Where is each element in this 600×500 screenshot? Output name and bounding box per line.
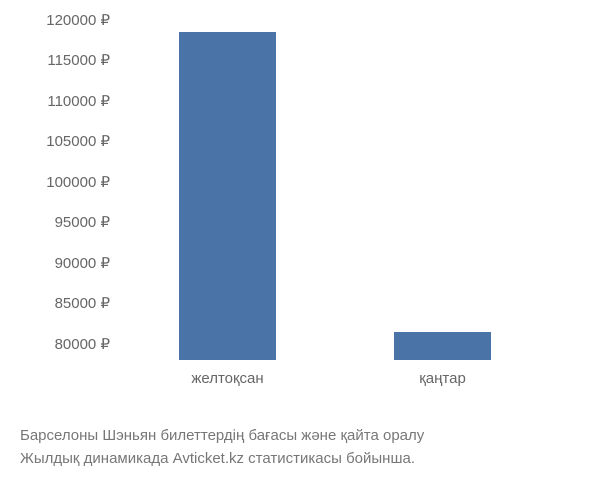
caption-line-1: Барселоны Шэньян билеттердің бағасы және… [20, 425, 580, 448]
x-tick-label: желтоқсан [191, 370, 263, 387]
x-axis: желтоқсан қаңтар [120, 365, 550, 395]
plot-area [120, 20, 550, 360]
y-tick-label: 95000 ₽ [20, 213, 110, 231]
y-tick-label: 105000 ₽ [20, 132, 110, 150]
y-tick-label: 115000 ₽ [20, 51, 110, 69]
bar [394, 332, 491, 360]
y-tick-label: 120000 ₽ [20, 11, 110, 29]
caption-line-2: Жылдық динамикада Avticket.kz статистика… [20, 448, 580, 471]
y-tick-label: 100000 ₽ [20, 173, 110, 191]
y-tick-label: 90000 ₽ [20, 254, 110, 272]
chart-container: 80000 ₽ 85000 ₽ 90000 ₽ 95000 ₽ 100000 ₽ 1050… [20, 10, 580, 410]
y-axis: 80000 ₽ 85000 ₽ 90000 ₽ 95000 ₽ 100000 ₽ 1050… [20, 20, 115, 360]
y-tick-label: 85000 ₽ [20, 294, 110, 312]
y-tick-label: 80000 ₽ [20, 335, 110, 353]
chart-caption: Барселоны Шэньян билеттердің бағасы және… [20, 425, 580, 470]
bar [179, 32, 276, 360]
x-tick-label: қаңтар [419, 370, 466, 387]
y-tick-label: 110000 ₽ [20, 92, 110, 110]
